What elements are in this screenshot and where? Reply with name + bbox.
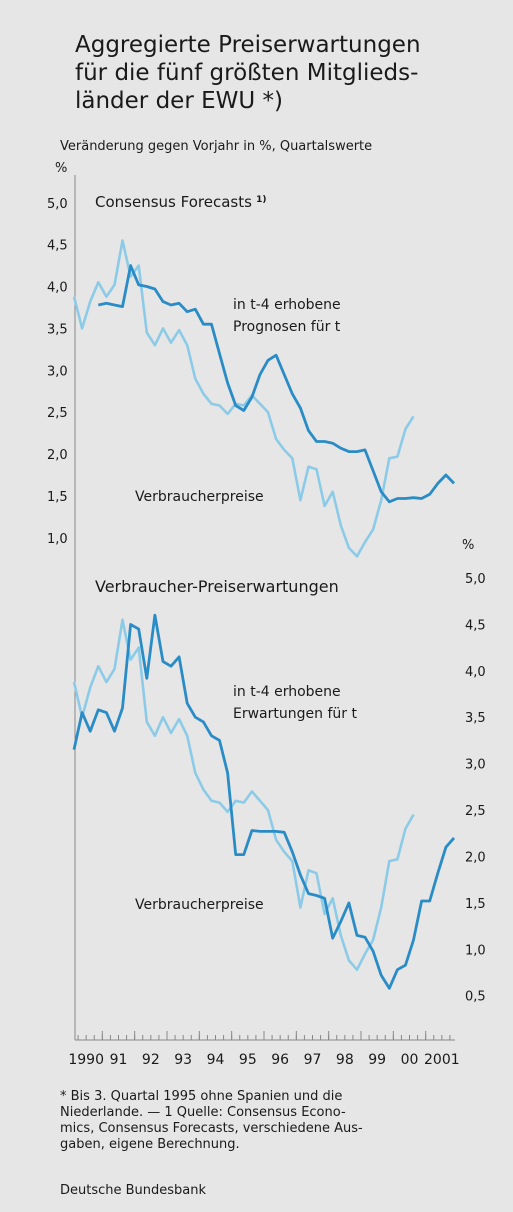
series-line bbox=[72, 239, 415, 558]
y-tick-label: 1,5 bbox=[465, 897, 486, 912]
y-tick-label: 1,5 bbox=[47, 490, 68, 505]
subtitle: Veränderung gegen Vorjahr in %, Quartals… bbox=[60, 139, 372, 154]
title-line: Aggregierte Preiserwartungen bbox=[75, 32, 421, 58]
y-tick-label: 5,0 bbox=[47, 197, 68, 212]
y-tick-label: 1,0 bbox=[47, 532, 68, 547]
title-line: länder der EWU *) bbox=[75, 88, 283, 114]
y-tick-label: 2,0 bbox=[465, 850, 486, 865]
x-tick-label: 97 bbox=[304, 1052, 322, 1068]
panel-title: Verbraucher-Preiserwartungen bbox=[95, 577, 339, 596]
series-label: Verbraucherpreise bbox=[135, 489, 264, 505]
y-tick-label: 2,5 bbox=[465, 804, 486, 819]
series-label: Erwartungen für t bbox=[233, 706, 357, 722]
footnote: Niederlande. — 1 Quelle: Consensus Econo… bbox=[60, 1105, 346, 1120]
footnote: mics, Consensus Forecasts, verschiedene … bbox=[60, 1121, 363, 1136]
y-tick-label: 4,0 bbox=[47, 281, 68, 296]
x-tick-label: 95 bbox=[239, 1052, 257, 1068]
title-line: für die fünf größten Mitglieds- bbox=[75, 60, 418, 86]
y-tick-label: 2,5 bbox=[47, 406, 68, 421]
panel-title-note: 1) bbox=[256, 195, 266, 205]
series-line bbox=[72, 613, 456, 990]
series-label: Verbraucherpreise bbox=[135, 897, 264, 913]
y-tick-label: 4,5 bbox=[47, 239, 68, 254]
x-tick-label: 91 bbox=[110, 1052, 128, 1068]
series-label: in t-4 erhobene bbox=[233, 684, 341, 700]
y-unit: % bbox=[55, 161, 67, 176]
y-tick-label: 3,5 bbox=[47, 322, 68, 337]
y-unit: % bbox=[462, 538, 474, 553]
y-tick-label: 1,0 bbox=[465, 943, 486, 958]
x-tick-label: 2001 bbox=[424, 1052, 460, 1068]
series-label: Prognosen für t bbox=[233, 319, 341, 335]
y-tick-label: 4,0 bbox=[465, 665, 486, 680]
footnote: * Bis 3. Quartal 1995 ohne Spanien und d… bbox=[60, 1089, 342, 1104]
x-tick-label: 00 bbox=[401, 1052, 419, 1068]
panel-title: Consensus Forecasts bbox=[95, 193, 252, 211]
x-tick-label: 92 bbox=[142, 1052, 160, 1068]
x-tick-label: 1990 bbox=[68, 1052, 104, 1068]
y-tick-label: 3,0 bbox=[465, 758, 486, 773]
x-tick-label: 98 bbox=[336, 1052, 354, 1068]
x-tick-label: 96 bbox=[271, 1052, 289, 1068]
x-tick-label: 94 bbox=[207, 1052, 225, 1068]
y-tick-label: 5,0 bbox=[465, 572, 486, 587]
y-tick-label: 0,5 bbox=[465, 990, 486, 1005]
x-tick-label: 99 bbox=[368, 1052, 386, 1068]
source: Deutsche Bundesbank bbox=[60, 1183, 207, 1198]
y-tick-label: 3,0 bbox=[47, 364, 68, 379]
series-line bbox=[98, 264, 456, 504]
footnote: gaben, eigene Berechnung. bbox=[60, 1137, 240, 1152]
y-tick-label: 3,5 bbox=[465, 711, 486, 726]
x-tick-label: 93 bbox=[174, 1052, 192, 1068]
y-tick-label: 4,5 bbox=[465, 618, 486, 633]
series-line bbox=[72, 618, 415, 971]
y-tick-label: 2,0 bbox=[47, 448, 68, 463]
series-label: in t-4 erhobene bbox=[233, 297, 341, 313]
